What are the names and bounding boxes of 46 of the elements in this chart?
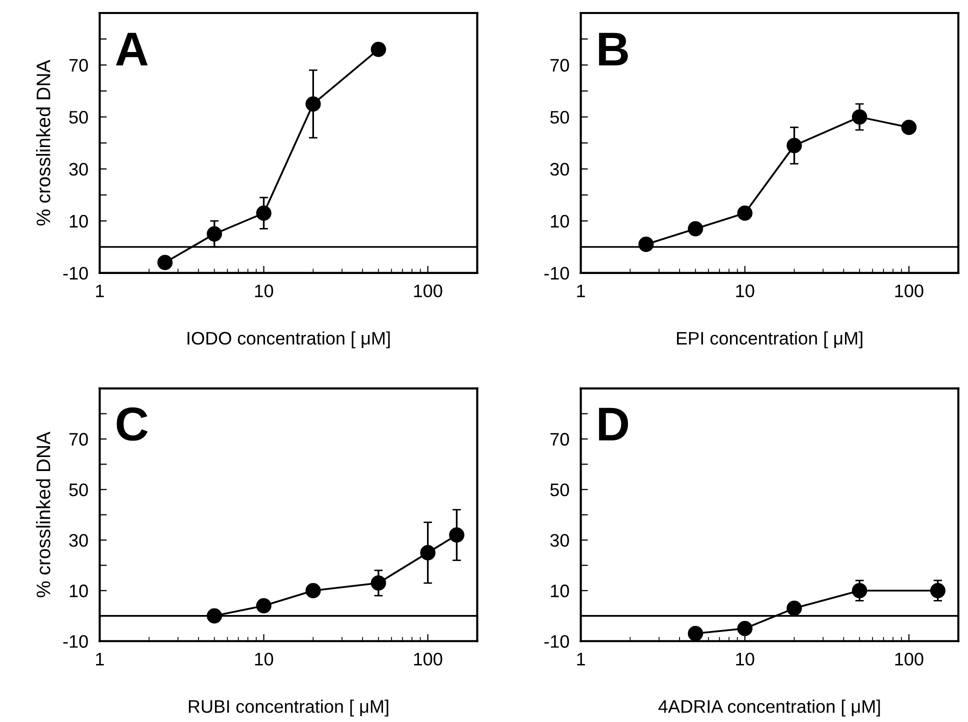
x-axis-title: IODO concentration [ μM] [188, 331, 390, 348]
y-tick-label: 30 [550, 162, 569, 176]
point [157, 254, 173, 270]
y-tick-label: 70 [69, 432, 88, 446]
x-tick-label: 100 [414, 284, 442, 298]
x-tick-label: 10 [736, 284, 754, 298]
x-tick-label: 1 [96, 284, 104, 298]
y-tick-label: 50 [550, 110, 569, 124]
y-tick-label: 50 [550, 483, 569, 496]
y-tick-label: 10 [70, 214, 88, 228]
annotation: D [599, 408, 628, 440]
annotation: B [599, 32, 628, 66]
x-tick-label: 100 [895, 284, 924, 298]
point [306, 96, 321, 112]
x-tick-label: 10 [255, 284, 274, 298]
y-tick-label: 10 [550, 214, 569, 228]
x-tick-label: 10 [255, 652, 274, 666]
y-tick-label: 30 [550, 534, 569, 547]
annotation: A [116, 32, 148, 66]
y-axis-title: % crosslinked DNA [36, 60, 50, 226]
annotation: C [116, 407, 148, 441]
x-tick-label: 1 [96, 652, 104, 666]
y-tick-label: -10 [63, 266, 88, 280]
x-axis-title: RUBI concentration [ μM] [188, 700, 388, 716]
y-tick-label: 70 [550, 432, 569, 446]
x-axis-title: 4ADRIA concentration [ μM] [658, 700, 880, 716]
y-tick-label: -10 [544, 635, 569, 648]
y-tick-label: 10 [550, 584, 569, 598]
x-tick-label: 1 [577, 284, 585, 298]
y-tick-label: -10 [544, 266, 569, 280]
y-tick-label: 70 [69, 58, 88, 72]
x-tick-label: 100 [895, 652, 924, 666]
y-tick-label: 70 [550, 58, 569, 72]
point [256, 205, 272, 221]
y-tick-label: 10 [70, 584, 88, 598]
y-tick-label: 50 [69, 483, 88, 496]
x-tick-label: 1 [577, 652, 585, 666]
x-tick-label: 10 [736, 652, 754, 666]
y-tick-label: 50 [69, 110, 88, 124]
y-tick-label: -10 [63, 635, 88, 648]
x-axis-title: EPI concentration [ μM] [677, 331, 862, 348]
y-tick-label: 30 [69, 162, 88, 176]
point [206, 226, 222, 242]
x-tick-label: 100 [414, 652, 442, 666]
y-tick-label: 30 [69, 534, 88, 547]
y-axis-title: % crosslinked DNA [36, 432, 50, 598]
